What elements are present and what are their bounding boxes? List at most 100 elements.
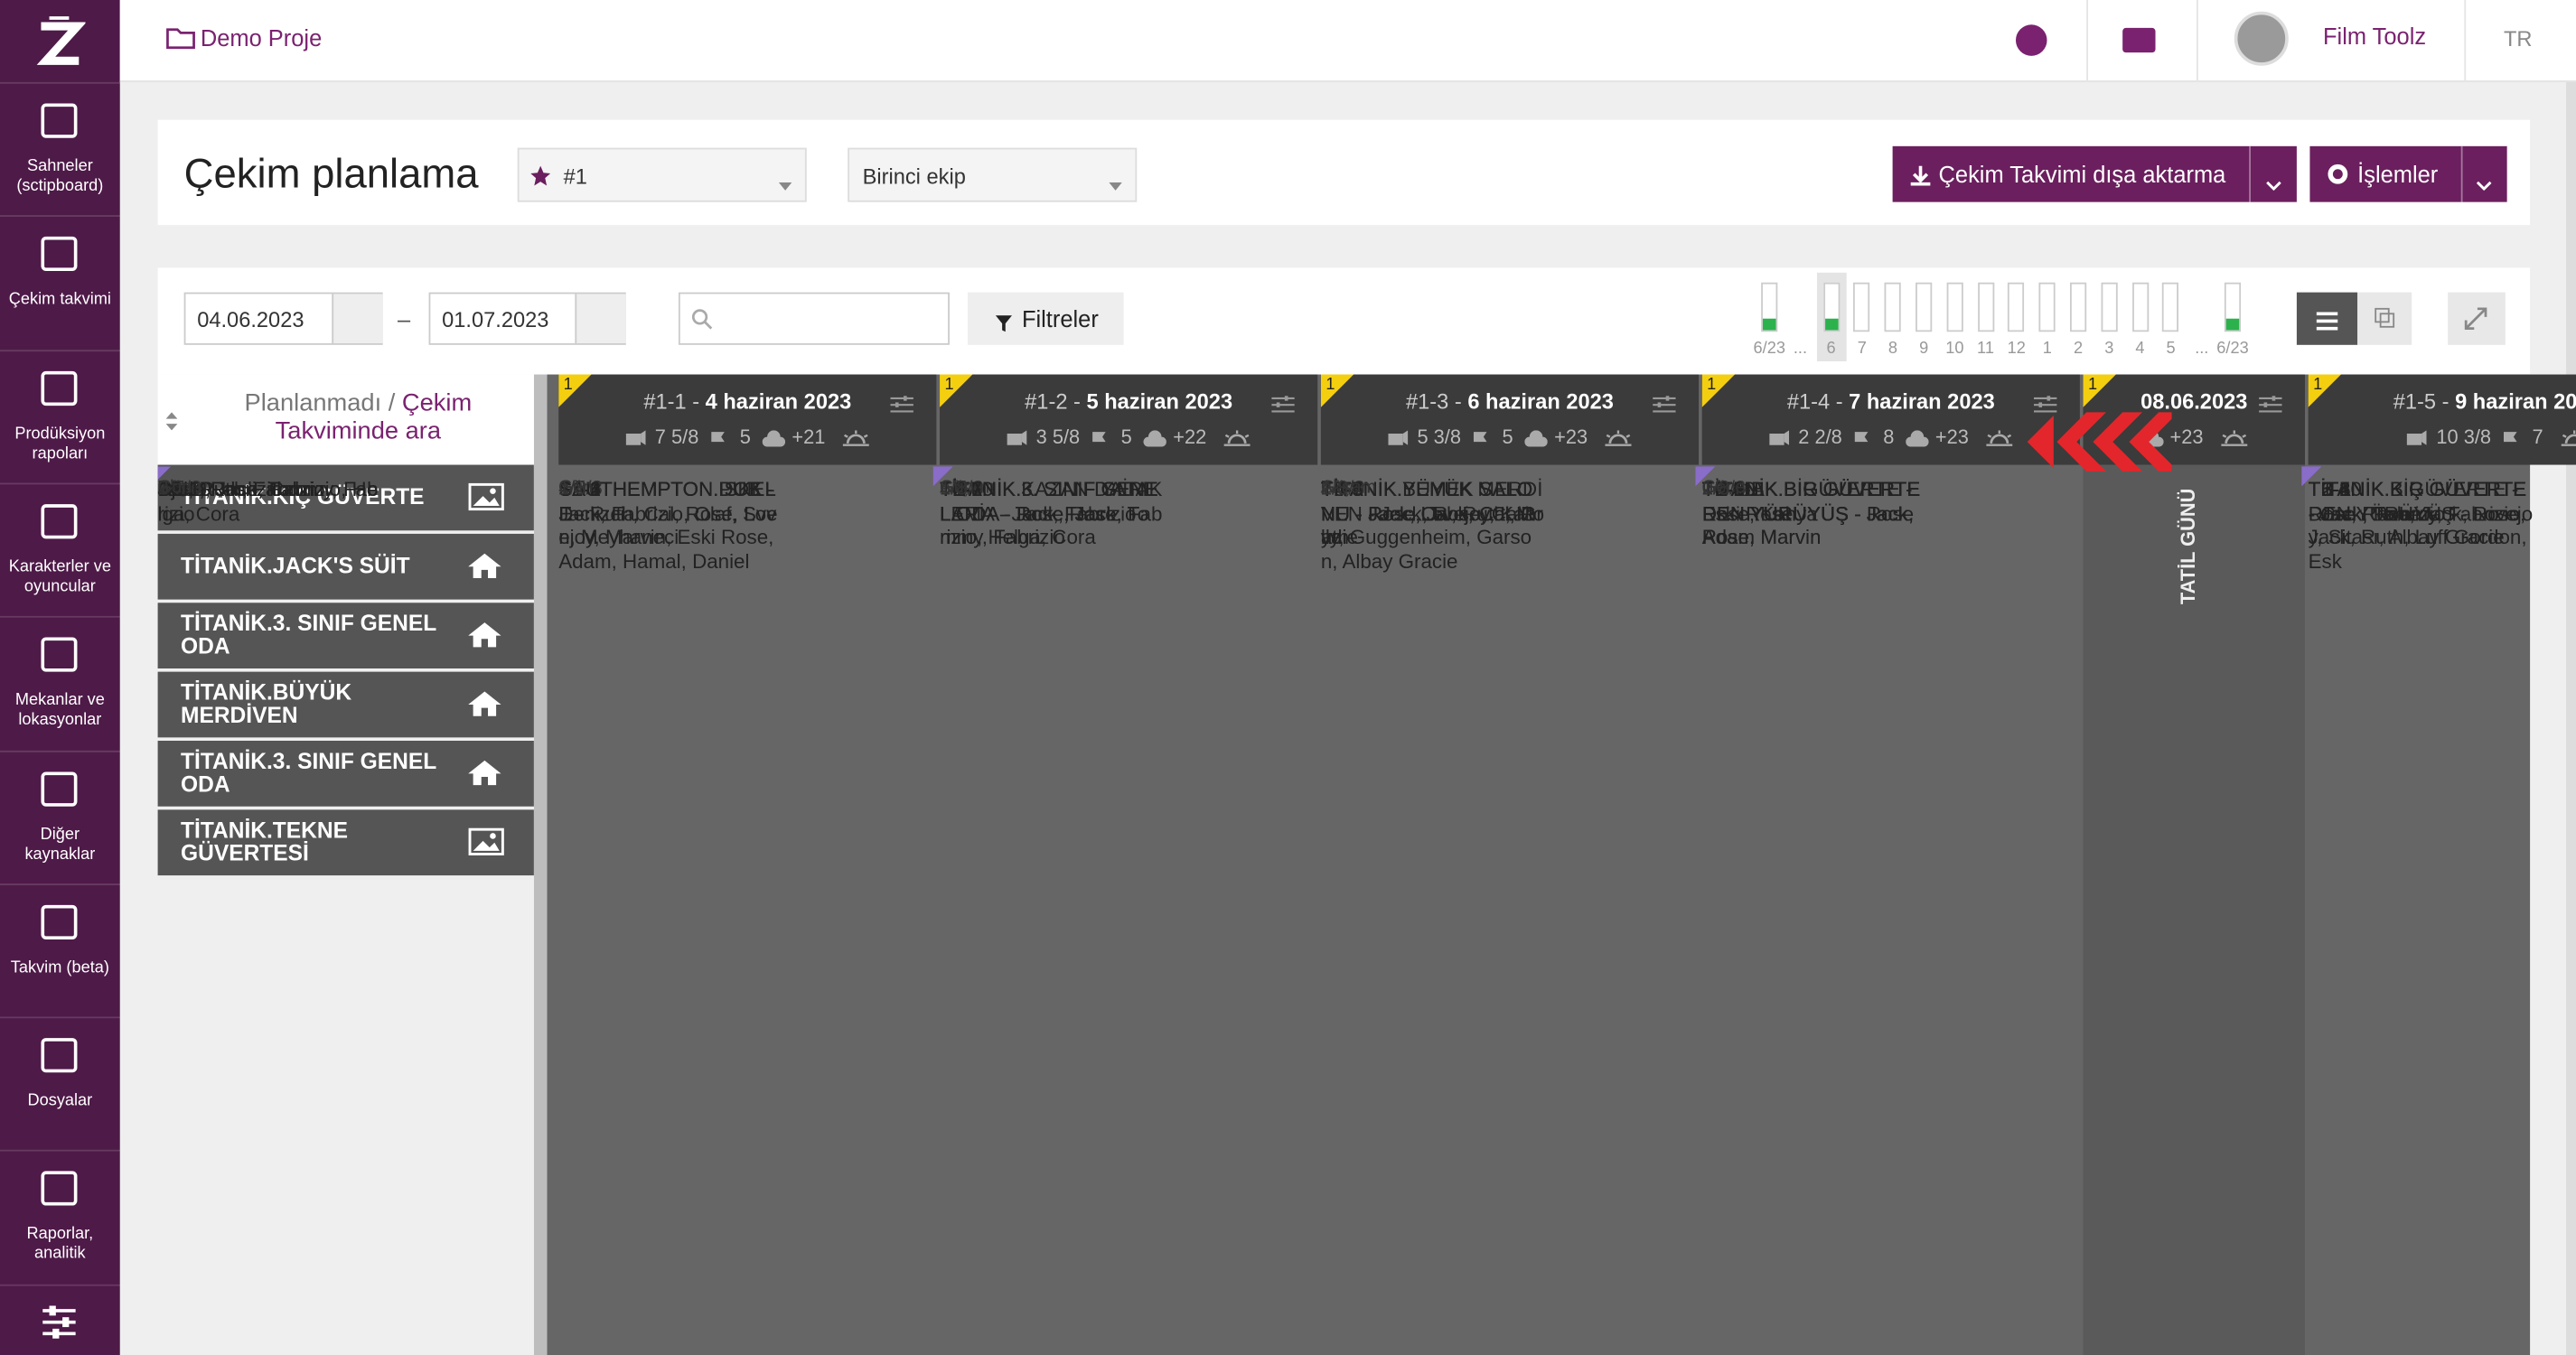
- indicator-label: 2: [2074, 340, 2084, 359]
- card-view-button[interactable]: [2357, 292, 2412, 345]
- daylight-icon: [1224, 429, 1251, 446]
- scene-text: SAUTHEMPTON.PUB - Jack, Fabrizio, Olaf, …: [558, 478, 778, 549]
- day-indicator[interactable]: [2008, 282, 2025, 332]
- day-indicator[interactable]: [2101, 282, 2118, 332]
- search-link[interactable]: Çekim Takviminde ara: [275, 388, 473, 445]
- scene-number: 3-10: [2321, 478, 2362, 501]
- calendar-button[interactable]: [575, 294, 626, 343]
- filter-button[interactable]: Filtreler: [967, 292, 1124, 345]
- scene-eighths: 0: [1701, 476, 1713, 500]
- day-indicator[interactable]: [1884, 282, 1902, 332]
- expand-icon: [2464, 307, 2487, 330]
- day-header[interactable]: 1 #1-2 - 5 haziran 2023 3 5/8 5 +22: [940, 374, 1318, 465]
- crew-select[interactable]: Birinci ekip: [848, 147, 1138, 202]
- day-header[interactable]: 1 #1-3 - 6 haziran 2023 5 3/8 5 +23: [1320, 374, 1700, 465]
- scene-number: 4-3: [1334, 478, 1363, 501]
- nav-label[interactable]: Prodüksiyon rapoları: [14, 425, 106, 463]
- nav-label[interactable]: Mekanlar ve lokasyonlar: [14, 691, 105, 730]
- nav-label[interactable]: Sahneler (sctipboard): [16, 157, 104, 196]
- user-name[interactable]: Film Toolz: [2322, 23, 2427, 50]
- nav-item[interactable]: Prodüksiyon rapoları: [0, 349, 120, 482]
- location-header[interactable]: TİTANİK.BÜYÜK MERDİVEN: [157, 671, 534, 738]
- day-indicator[interactable]: [2131, 282, 2149, 332]
- nav-label[interactable]: Raporlar, analitik: [26, 1226, 94, 1264]
- scene-number: 4-6: [1334, 478, 1363, 501]
- day-indicator[interactable]: [2038, 282, 2056, 332]
- scene-text: TİTANİK.KIÇ GÜVERTE - Jack, Fabrizio: [2308, 478, 2527, 525]
- day-indicator[interactable]: [1822, 282, 1840, 332]
- location-header[interactable]: TİTANİK.JACK'S SÜİT: [157, 533, 534, 600]
- day-indicator[interactable]: [2069, 282, 2087, 332]
- settings-icon: [2259, 393, 2282, 413]
- nav-item[interactable]: Dosyalar: [0, 1016, 120, 1150]
- daylight-icon: [1606, 429, 1633, 446]
- nav-item[interactable]: [0, 1284, 120, 1355]
- export-button[interactable]: Çekim Takvimi dışa aktarma: [1892, 145, 2297, 202]
- project-link[interactable]: Demo Proje: [200, 24, 323, 51]
- holiday-body: [2083, 464, 2305, 1355]
- day-indicator[interactable]: [1916, 282, 1933, 332]
- nav-item[interactable]: Takvim (beta): [0, 883, 120, 1016]
- scene-eighths: 3: [157, 476, 169, 500]
- nav-label[interactable]: Dosyalar: [27, 1092, 93, 1111]
- nav-label[interactable]: Çekim takvimi: [8, 291, 111, 310]
- actions-button[interactable]: İşlemler: [2309, 145, 2507, 202]
- day-indicator[interactable]: [2162, 282, 2179, 332]
- button-split: [2249, 145, 2251, 202]
- stat-extras: +23: [1934, 425, 1969, 449]
- search-input[interactable]: [678, 292, 950, 345]
- stat-eighths: 7 5/8: [654, 425, 699, 449]
- panel-title: Planlanmadı / Çekim Takviminde ara: [184, 389, 532, 445]
- avatar[interactable]: [2234, 11, 2289, 66]
- unplanned-list: TİTANİK.KIÇ GÜVERTE 1-5 Jack, Fabrizio 3/8 G…: [157, 464, 534, 876]
- stat-scenes: 5: [739, 425, 751, 449]
- date-to[interactable]: 01.07.2023: [428, 292, 626, 345]
- nav-item[interactable]: Sahneler (sctipboard): [0, 81, 120, 215]
- image-icon: [468, 482, 504, 511]
- day-header[interactable]: 1 #1-1 - 4 haziran 2023 7 5/8 5 +21: [558, 374, 937, 465]
- scene-time: Gün: [558, 478, 594, 498]
- scene-time: Gün: [940, 478, 974, 498]
- nav-label[interactable]: Takvim (beta): [10, 958, 109, 977]
- day-indicator[interactable]: [1853, 282, 1870, 332]
- plan-select[interactable]: #1: [517, 147, 807, 202]
- nav-label[interactable]: Karakterler ve oyuncular: [8, 557, 111, 596]
- location-header[interactable]: TİTANİK.TEKNE GÜVERTESİ: [157, 809, 534, 876]
- day-indicator[interactable]: [2224, 282, 2242, 332]
- nav-item[interactable]: Diğer kaynaklar: [0, 749, 120, 883]
- scene-text: TİTANİK.BİR GÜVERTEDEN YÜRÜYÜŞ - Jack: [1701, 478, 1921, 525]
- scene-text: TİTANİK.KIÇ GÜVERTE - Jack, Tommy, Fabri…: [2308, 478, 2527, 525]
- scene-text: TİTANİK.B GÜVERTE - Eski Rose: [1701, 478, 1913, 525]
- separator: [2464, 0, 2467, 82]
- nav-label[interactable]: Diğer kaynaklar: [24, 825, 96, 864]
- language[interactable]: TR: [2503, 26, 2533, 51]
- scene-time: Gün: [1701, 478, 1737, 498]
- day-label: #1-3 -: [1405, 388, 1468, 415]
- date-from[interactable]: 04.06.2023: [183, 292, 383, 345]
- location-header[interactable]: TİTANİK.3. SINIF GENEL ODA: [157, 740, 534, 807]
- scene-number: 5-6: [1715, 478, 1745, 501]
- nav-item[interactable]: Mekanlar ve lokasyonlar: [0, 616, 120, 749]
- location-header[interactable]: TİTANİK.3. SINIF GENEL ODA: [157, 603, 534, 668]
- calendar-button[interactable]: [332, 294, 383, 343]
- day-indicator[interactable]: [1761, 282, 1778, 332]
- day-indicator[interactable]: [1977, 282, 1994, 332]
- home-icon: [468, 621, 504, 649]
- list-view-button[interactable]: [2296, 292, 2358, 345]
- stat-extras: +21: [792, 425, 826, 449]
- day-label: #1-1 -: [643, 388, 706, 415]
- nav-item[interactable]: Karakterler ve oyuncular: [0, 482, 120, 615]
- scene-number: 4-3: [171, 478, 201, 501]
- scene-time: Gün: [558, 478, 594, 498]
- location-header[interactable]: TİTANİK.KIÇ GÜVERTE: [157, 464, 534, 531]
- scene-number: 1-4: [571, 478, 602, 501]
- day-header[interactable]: 1#1-5 - 9 haziran 202310 3/87: [2308, 374, 2576, 465]
- stat-extras: +23: [1554, 425, 1588, 449]
- nav-icon: [41, 1305, 77, 1339]
- day-date: 9 haziran 2023: [2455, 388, 2576, 415]
- day-indicator[interactable]: [1946, 282, 1963, 332]
- nav-item[interactable]: Raporlar, analitik: [0, 1150, 120, 1283]
- nav-item[interactable]: Çekim takvimi: [0, 215, 120, 349]
- mail-icon: [2122, 27, 2156, 53]
- day-header[interactable]: 1 #1-4 - 7 haziran 2023 2 2/8 8 +23: [1701, 374, 2080, 465]
